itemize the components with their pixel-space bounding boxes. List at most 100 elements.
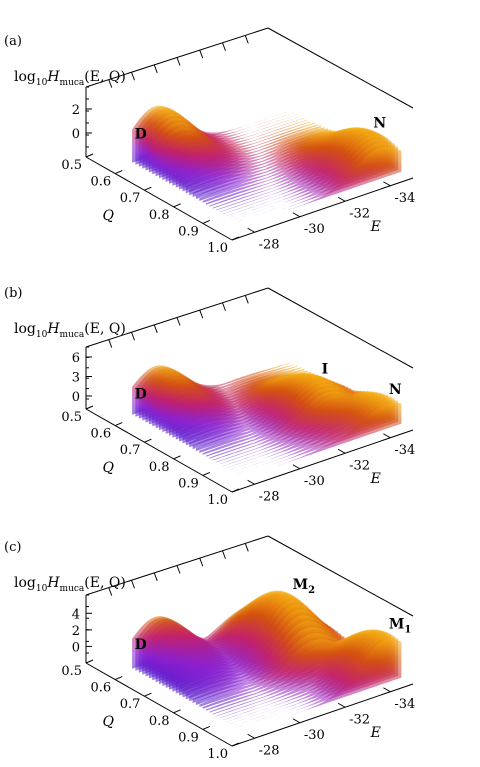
peak-label: M2	[293, 577, 316, 596]
peak-label: M1	[389, 617, 411, 636]
q-tick	[173, 455, 181, 460]
e-tick-label: -32	[349, 206, 370, 221]
z-tick-label: 6	[72, 351, 80, 366]
box-top-right-edge	[267, 535, 414, 617]
e-axis-label: E	[370, 725, 381, 741]
e-tick-label: -34	[394, 443, 415, 458]
e-tick	[337, 448, 346, 454]
e-tick-label: -32	[349, 712, 370, 727]
surface-slice	[243, 147, 402, 226]
e-tick	[247, 227, 255, 233]
z-tick-label: 4	[72, 607, 80, 622]
surface-slice	[239, 142, 399, 224]
e-tick-label: -34	[394, 191, 415, 206]
peak-label: N	[389, 382, 402, 398]
box-top-right-edge	[267, 287, 414, 369]
q-tick	[202, 471, 210, 476]
peak-label: N	[373, 115, 386, 131]
surface-slice	[236, 397, 395, 474]
box-tick	[153, 572, 158, 582]
e-tick	[292, 464, 301, 470]
e-tick	[383, 181, 391, 187]
q-tick	[85, 659, 94, 664]
e-axis-label: E	[370, 471, 381, 487]
e-tick	[383, 433, 391, 439]
surface-slice	[243, 402, 402, 478]
box-tick	[222, 302, 226, 311]
surface-slice	[243, 639, 402, 732]
q-tick-label: 0.8	[149, 460, 170, 475]
panel-0: (a) log10Hmuca(E, Q) 2 0 0.5 0.6 0.7 0.8 0.9 1.0 -…	[4, 27, 415, 256]
q-tick-label: 0.5	[61, 664, 82, 679]
box-tick	[222, 550, 226, 559]
q-tick-label: 0.7	[120, 697, 141, 712]
q-tick-label: 0.7	[120, 191, 141, 206]
e-tick-label: -34	[394, 697, 415, 712]
q-tick	[202, 219, 210, 224]
e-tick-label: -30	[304, 474, 325, 489]
q-axis-label: Q	[103, 714, 115, 730]
q-tick-label: 0.6	[91, 681, 112, 696]
e-tick-label: -30	[304, 222, 325, 237]
q-tick	[115, 676, 123, 681]
box-tick	[222, 42, 226, 51]
peak-label: D	[135, 126, 147, 142]
q-tick	[85, 405, 94, 410]
surface-slice	[226, 393, 385, 469]
q-tick	[202, 725, 210, 730]
box-tick	[199, 557, 204, 567]
box-tick	[176, 565, 181, 574]
q-tick-label: 0.5	[61, 410, 82, 425]
e-tick-label: -32	[349, 458, 370, 473]
panel-label: (c)	[4, 540, 21, 555]
box-tick	[131, 580, 135, 589]
peak-label: D	[135, 637, 147, 653]
q-tick	[231, 236, 240, 241]
e-axis-label: E	[370, 219, 381, 235]
q-tick-label: 0.8	[149, 714, 170, 729]
peak-label: D	[135, 386, 147, 402]
panel-1: (b) log10Hmuca(E, Q) 6 3 0 0.5 0.6 0.7 0.8 0.9 1.0…	[4, 286, 415, 508]
surface-slice	[229, 394, 388, 470]
box-tick	[176, 57, 181, 66]
panel-label: (a)	[4, 34, 22, 49]
z-tick-label: 0	[72, 640, 80, 655]
q-tick-label: 0.9	[178, 730, 199, 745]
e-tick	[247, 733, 255, 739]
q-tick-label: 0.6	[91, 175, 112, 190]
q-tick	[85, 153, 94, 158]
surface-slice	[232, 396, 392, 472]
box-tick	[108, 79, 113, 88]
e-axis-line	[231, 177, 414, 241]
box-tick	[244, 543, 249, 552]
box-tick	[131, 72, 135, 81]
z-tick-label: 3	[72, 371, 80, 386]
q-tick	[115, 422, 123, 427]
box-tick	[131, 332, 135, 341]
e-tick-label: -28	[259, 237, 280, 252]
q-tick-label: 1.0	[207, 241, 228, 256]
surface-slice	[239, 400, 399, 476]
box-tick	[199, 49, 204, 59]
surface-slice	[206, 635, 365, 711]
q-tick-label: 1.0	[207, 493, 228, 508]
q-axis-line	[85, 662, 233, 747]
surface-slice	[209, 633, 368, 713]
q-tick	[144, 438, 152, 443]
q-tick-label: 1.0	[207, 747, 228, 762]
e-tick	[292, 212, 301, 218]
q-tick-label: 0.6	[91, 427, 112, 442]
q-tick	[231, 488, 240, 493]
q-axis-line	[85, 408, 233, 493]
q-axis-line	[85, 156, 233, 241]
z-axis-label: log10Hmuca(E, Q)	[14, 321, 126, 340]
e-tick-label: -30	[304, 728, 325, 743]
q-tick	[173, 709, 181, 714]
q-tick-label: 0.7	[120, 443, 141, 458]
box-top-right-edge	[267, 27, 414, 109]
q-tick-label: 0.9	[178, 224, 199, 239]
q-tick	[173, 203, 181, 208]
box-tick	[108, 339, 113, 348]
e-tick-label: -28	[259, 743, 280, 758]
